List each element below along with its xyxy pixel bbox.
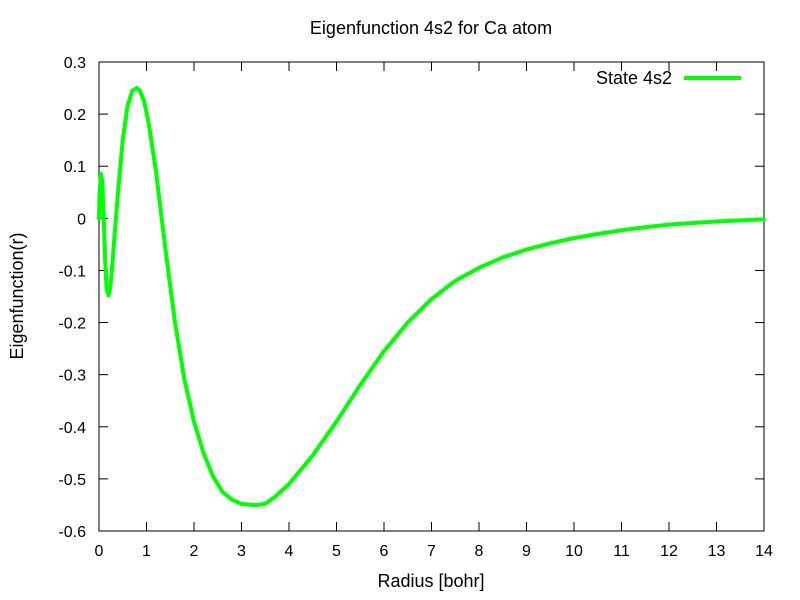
y-tick-label: 0.2 [64,107,86,124]
x-tick-label: 9 [522,543,531,560]
y-tick-label: -0.1 [58,263,86,280]
y-tick-label: -0.6 [58,524,86,541]
y-axis-title: Eigenfunction(r) [7,232,27,359]
y-tick-label: -0.2 [58,316,86,333]
series-line-state-4s2 [97,86,766,507]
x-tick-label: 12 [660,543,678,560]
plot-area-frame [98,61,765,532]
legend: State 4s2 [596,68,741,88]
x-tick-label: 8 [475,543,484,560]
x-tick-label: 2 [190,543,199,560]
y-tick-label: 0.3 [64,55,86,72]
y-tick-label: -0.4 [58,420,86,437]
y-tick-label: -0.3 [58,368,86,385]
x-tick-label: 0 [95,543,104,560]
y-tick-label: -0.5 [58,472,86,489]
x-tick-label: 5 [332,543,341,560]
x-tick-label: 3 [237,543,246,560]
x-tick-label: 4 [285,543,294,560]
y-tick-label: 0.1 [64,159,86,176]
y-tick-label: 0 [77,211,86,228]
legend-label-state-4s2: State 4s2 [596,68,672,88]
x-tick-label: 7 [427,543,436,560]
y-axis-ticks: 0.3 0.2 0.1 0 -0.1 -0.2 -0.3 -0.4 -0.5 -0.6 [58,55,764,541]
x-tick-label: 6 [380,543,389,560]
x-tick-label: 13 [708,543,726,560]
x-axis-title: Radius [bohr] [377,571,484,591]
x-tick-label: 1 [142,543,151,560]
x-axis-ticks: 0 1 2 3 4 5 6 7 8 9 10 11 12 13 14 [95,62,773,560]
x-tick-label: 11 [613,543,630,560]
chart-title: Eigenfunction 4s2 for Ca atom [310,18,552,38]
x-tick-label: 10 [565,543,583,560]
x-tick-label: 14 [755,543,773,560]
